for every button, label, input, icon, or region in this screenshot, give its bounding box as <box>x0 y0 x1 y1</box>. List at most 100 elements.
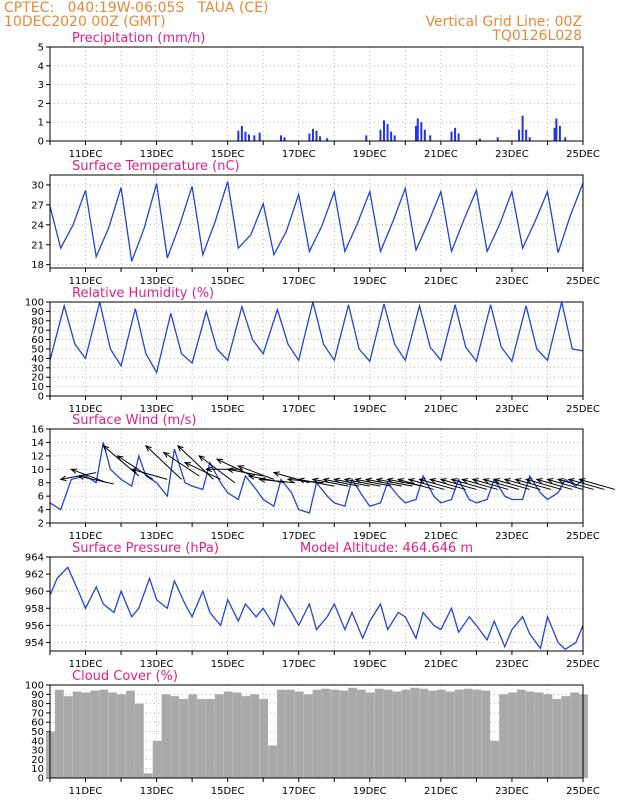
precip-bar <box>240 125 243 141</box>
x-tick-label: 23DEC <box>495 786 529 797</box>
cloud-bar <box>401 689 411 778</box>
cloud-bar <box>81 692 91 778</box>
panel-title: Surface Temperature (nC) <box>72 159 240 174</box>
cloud-bar <box>445 691 455 778</box>
y-tick-label: 20 <box>31 373 44 384</box>
x-tick-label: 19DEC <box>353 149 387 160</box>
cloud-bar <box>179 698 189 778</box>
y-tick-label: 60 <box>31 718 44 729</box>
wind-vector <box>145 445 182 480</box>
x-tick-label: 25DEC <box>566 659 600 670</box>
cloud-bar <box>250 694 260 778</box>
x-tick-label: 23DEC <box>495 276 529 287</box>
cloud-bar <box>428 690 437 778</box>
x-tick-label: 19DEC <box>353 404 387 415</box>
x-tick-label: 13DEC <box>140 659 174 670</box>
wind-vector <box>568 478 605 490</box>
wind-arrowhead <box>311 477 319 484</box>
cloud-bar <box>419 688 428 778</box>
x-tick-label: 15DEC <box>211 659 245 670</box>
precip-bar <box>308 133 311 141</box>
y-tick-label: 10 <box>31 465 44 476</box>
wind-vector <box>472 478 509 490</box>
wind-arrowhead <box>297 477 305 484</box>
precip-bar <box>365 135 368 141</box>
x-tick-label: 23DEC <box>495 531 529 542</box>
wind-arrowhead <box>286 477 294 483</box>
y-tick-label: 4 <box>38 505 44 516</box>
x-tick-label: 15DEC <box>211 149 245 160</box>
cloud-bar <box>543 694 553 778</box>
wind-vector <box>117 455 154 480</box>
cloud-bar <box>365 692 375 778</box>
cloud-bar <box>321 688 331 778</box>
x-tick-label: 23DEC <box>495 659 529 670</box>
x-tick-label: 13DEC <box>140 531 174 542</box>
y-tick-label: 60 <box>31 335 44 346</box>
y-tick-label: 3 <box>38 80 44 91</box>
y-tick-label: 0 <box>38 392 44 403</box>
wind-vector <box>312 478 349 487</box>
wind-vector <box>227 468 264 477</box>
x-tick-label: 11DEC <box>69 531 103 542</box>
y-tick-label: 80 <box>31 316 44 327</box>
precip-bar <box>521 115 524 141</box>
wind-arrowhead <box>396 478 405 484</box>
x-tick-label: 11DEC <box>69 786 103 797</box>
cloud-bar <box>72 691 82 778</box>
panel-annotation: Model Altitude: 464.646 m <box>300 541 473 556</box>
y-tick-label: 958 <box>25 604 44 615</box>
x-tick-label: 21DEC <box>424 786 458 797</box>
precip-bar <box>423 129 426 141</box>
cloud-bar <box>170 696 180 778</box>
wind-arrowhead <box>343 477 351 484</box>
wind-arrowhead <box>514 478 522 484</box>
wind-vector <box>515 478 552 490</box>
cloud-bar <box>383 689 393 778</box>
precip-bar <box>478 138 481 141</box>
cloud-bar <box>374 688 384 778</box>
precip-bar <box>454 127 457 141</box>
wind-vector <box>494 478 530 490</box>
y-tick-label: 70 <box>31 708 44 719</box>
x-tick-label: 13DEC <box>140 276 174 287</box>
precip-bar <box>558 125 561 141</box>
panel-title: Precipitation (mm/h) <box>72 31 205 46</box>
y-tick-label: 8 <box>38 478 44 489</box>
wind-arrowhead <box>460 478 469 484</box>
y-tick-label: 12 <box>31 451 44 462</box>
y-tick-label: 954 <box>25 638 44 649</box>
panel-title: Relative Humidity (%) <box>72 286 214 301</box>
y-tick-label: 4 <box>38 61 44 72</box>
precip-bar <box>311 128 314 141</box>
wind-arrowhead <box>471 478 479 484</box>
x-tick-label: 21DEC <box>424 659 458 670</box>
wind-arrowhead <box>272 471 280 477</box>
wind-arrowhead <box>556 478 565 484</box>
cloud-bar <box>268 745 277 778</box>
wind-vector <box>78 475 115 485</box>
precip-bar <box>450 131 453 141</box>
cloud-bar <box>126 690 135 778</box>
header-grid-note: Vertical Grid Line: 00Z <box>425 14 582 30</box>
x-tick-label: 19DEC <box>353 786 387 797</box>
cloud-bar <box>134 703 144 778</box>
wind-vector <box>526 478 562 490</box>
wind-vector <box>323 478 360 487</box>
x-tick-label: 17DEC <box>282 786 316 797</box>
cloud-bar <box>117 694 126 778</box>
wind-arrowhead <box>375 477 383 484</box>
x-tick-label: 21DEC <box>424 276 458 287</box>
wind-vector <box>419 478 456 490</box>
y-tick-label: 18 <box>31 260 44 271</box>
cloud-bar <box>330 689 340 778</box>
wind-vector <box>238 465 275 480</box>
panel-frame <box>49 46 584 142</box>
wind-arrowhead <box>237 465 245 471</box>
x-tick-label: 11DEC <box>69 149 103 160</box>
x-tick-label: 17DEC <box>282 404 316 415</box>
panel-frame <box>49 301 584 397</box>
cloud-bar <box>508 692 517 778</box>
wind-vector <box>408 478 445 490</box>
wind-arrowhead <box>205 466 213 473</box>
